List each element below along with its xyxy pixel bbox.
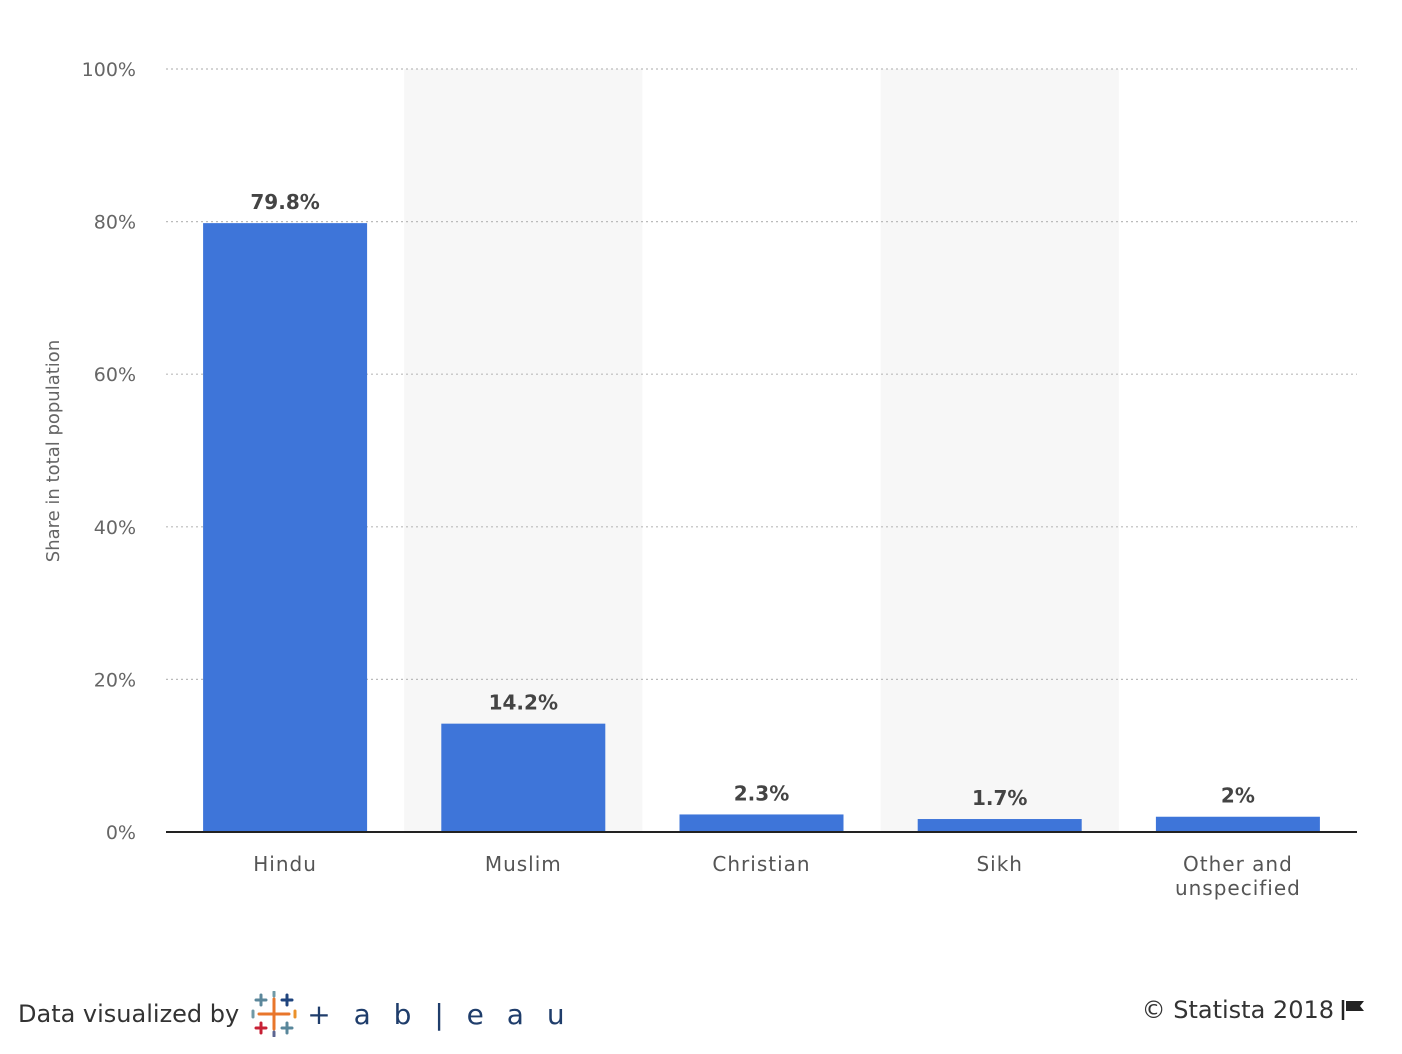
alternating-bands bbox=[404, 69, 1119, 832]
statista-credit: © Statista 2018 bbox=[1142, 990, 1366, 1030]
y-tick-label: 100% bbox=[82, 59, 136, 81]
x-tick-label: Muslim bbox=[485, 852, 562, 876]
tableau-wordmark: + a b | e a u bbox=[307, 997, 572, 1031]
tableau-credit[interactable]: Data visualized by + a b | e a u bbox=[18, 991, 572, 1037]
x-tick-label: Christian bbox=[712, 852, 810, 876]
y-axis-label: Share in total population bbox=[43, 340, 64, 562]
tableau-logo-icon: + a b | e a u bbox=[249, 991, 571, 1037]
category-band bbox=[404, 69, 643, 832]
y-tick-label: 60% bbox=[94, 364, 136, 386]
data-visualized-by-text: Data visualized by bbox=[18, 1000, 240, 1028]
y-tick-label: 20% bbox=[94, 669, 136, 691]
data-labels: 79.8% 14.2% 2.3% 1.7% 2% bbox=[250, 190, 1254, 810]
data-label: 14.2% bbox=[489, 691, 558, 715]
x-axis-ticks: Hindu Muslim Christian Sikh Other and unspeci… bbox=[253, 852, 1301, 900]
bars bbox=[203, 223, 1320, 833]
x-tick-label: Other and unspecified bbox=[1175, 852, 1301, 900]
data-label: 1.7% bbox=[972, 786, 1027, 810]
bar[interactable] bbox=[441, 723, 606, 832]
bar-chart: 0%20%40%60%80%100% 79.8%14.2%2.3% 1.7% 2% … bbox=[43, 59, 1357, 900]
bar[interactable] bbox=[679, 814, 844, 832]
bar[interactable] bbox=[203, 223, 368, 833]
y-axis-ticks: 0% 20% 40% 60% 80% 100% bbox=[82, 59, 136, 844]
x-tick-label: Hindu bbox=[253, 852, 317, 876]
flag-icon[interactable] bbox=[1340, 999, 1366, 1021]
bar[interactable] bbox=[917, 819, 1082, 832]
data-label: 2% bbox=[1221, 784, 1255, 808]
data-label: 79.8% bbox=[250, 190, 319, 214]
x-tick-label: Sikh bbox=[976, 852, 1023, 876]
gridlines bbox=[166, 68, 1357, 681]
copyright-text: © Statista 2018 bbox=[1141, 996, 1334, 1024]
bar[interactable] bbox=[1155, 816, 1320, 832]
y-tick-label: 40% bbox=[94, 517, 136, 539]
category-band bbox=[880, 69, 1119, 832]
y-tick-label: 80% bbox=[94, 212, 136, 234]
y-tick-label: 0% bbox=[106, 822, 136, 844]
data-label: 2.3% bbox=[734, 781, 789, 805]
